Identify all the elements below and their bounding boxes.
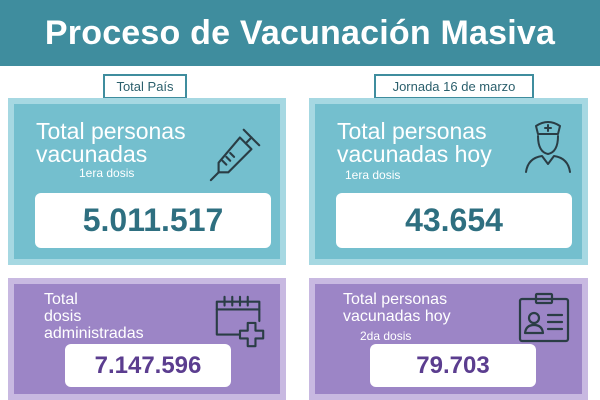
syringe-icon — [209, 128, 261, 182]
card-vacunadas-hoy-1era: Total personas vacunadas hoy 1era dosis … — [309, 98, 588, 265]
page-title: Proceso de Vacunación Masiva — [44, 13, 556, 52]
value-box: 43.654 — [336, 193, 572, 248]
card-title-line: Total — [44, 291, 78, 308]
page-header: Proceso de Vacunación Masiva — [0, 0, 600, 66]
value-box: 7.147.596 — [65, 344, 231, 387]
card-subtitle: 1era dosis — [79, 166, 135, 180]
card-title-line: Total personas — [343, 291, 448, 308]
card-title-line: vacunadas hoy — [337, 141, 492, 167]
card-title-line: vacunadas hoy — [343, 307, 451, 325]
tag-total-pais: Total País — [103, 74, 187, 99]
value-box: 79.703 — [370, 344, 536, 387]
card-title: Total personas vacunadas hoy — [343, 291, 451, 326]
card-vacunadas-hoy-2da: Total personas vacunadas hoy 2da dosis 7… — [309, 278, 588, 400]
card-title: Total personas vacunadas hoy — [337, 120, 492, 166]
card-dosis-administradas: Total dosis administradas 7.147.596 — [8, 278, 286, 400]
value-box: 5.011.517 — [35, 193, 271, 248]
card-subtitle: 2da dosis — [360, 329, 412, 343]
card-title-line: administradas — [44, 324, 144, 342]
card-title-line: dosis — [44, 307, 82, 325]
card-subtitle: 1era dosis — [345, 168, 401, 182]
card-title: Total dosis administradas — [44, 291, 144, 342]
card-total-vacunadas: Total personas vacunadas 1era dosis 5.01… — [8, 98, 286, 265]
card-title: Total personas vacunadas — [36, 120, 186, 166]
nurse-icon — [525, 121, 571, 173]
card-title-line: Total personas — [36, 118, 186, 144]
card-title-line: vacunadas — [36, 141, 148, 167]
card-title-line: Total personas — [337, 118, 487, 144]
id-card-icon — [518, 292, 570, 343]
calendar-plus-icon — [215, 295, 265, 348]
tag-jornada: Jornada 16 de marzo — [374, 74, 534, 99]
